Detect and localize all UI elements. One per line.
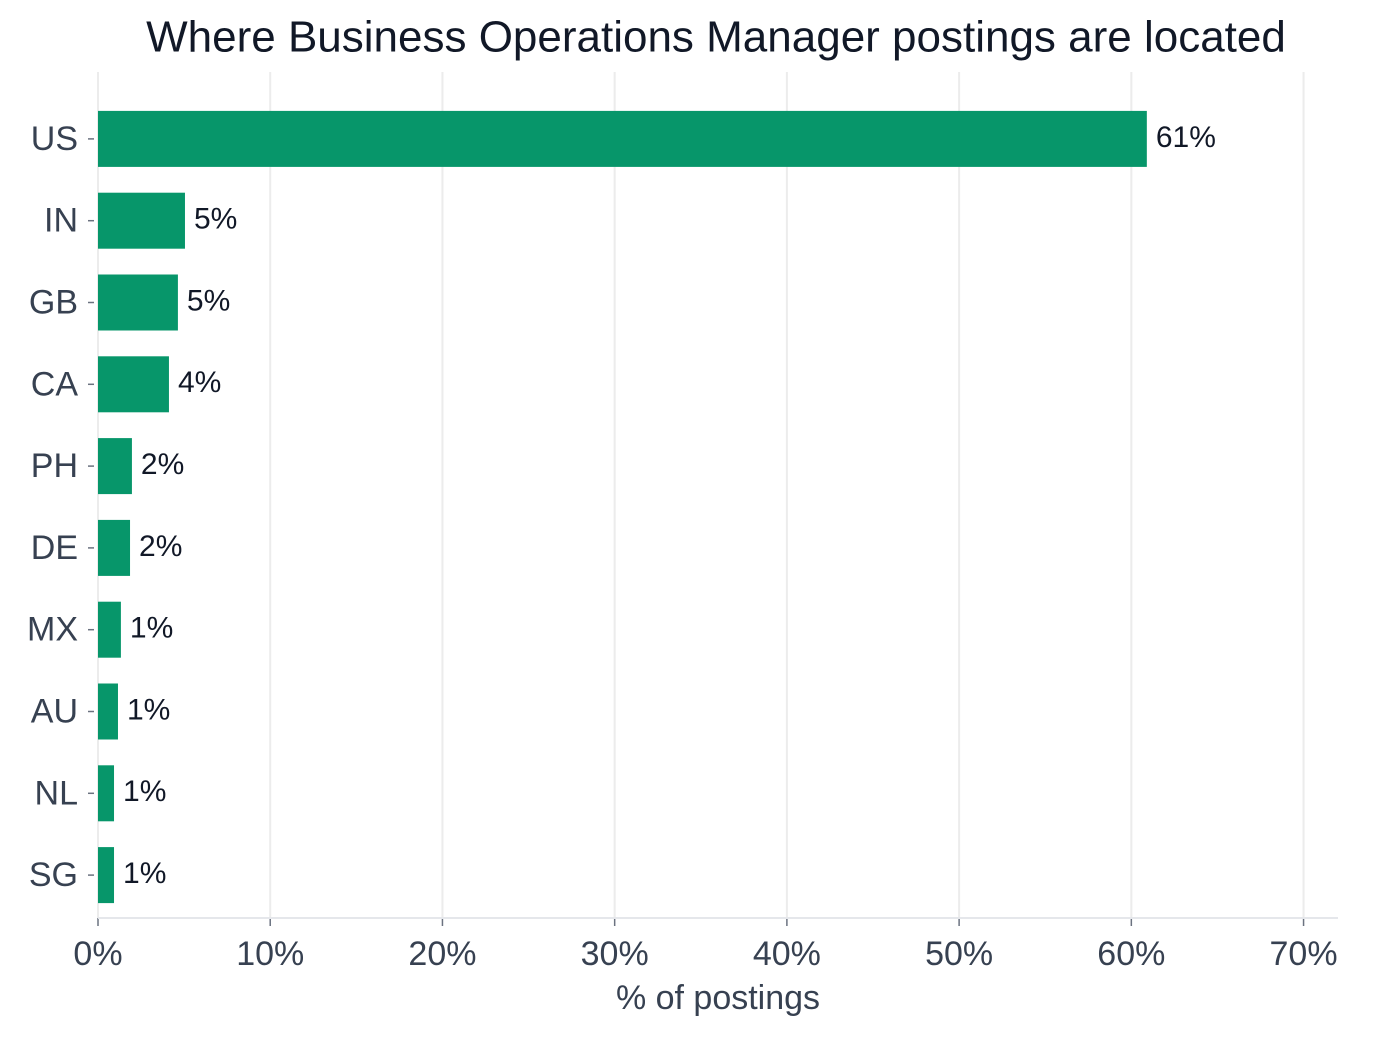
y-tick-label: GB xyxy=(29,283,78,321)
value-label: 2% xyxy=(139,530,182,563)
value-label: 1% xyxy=(123,775,166,808)
value-label: 1% xyxy=(123,857,166,890)
x-tick-label: 50% xyxy=(925,935,993,973)
y-tick-label: CA xyxy=(31,365,79,403)
y-tick-label: PH xyxy=(31,447,78,485)
bar xyxy=(98,601,121,658)
bar xyxy=(98,274,178,331)
x-tick-label: 30% xyxy=(581,935,649,973)
value-label: 2% xyxy=(141,448,184,481)
bar xyxy=(98,683,118,740)
value-label: 5% xyxy=(194,203,237,236)
x-tick-label: 70% xyxy=(1270,935,1338,973)
bar xyxy=(98,438,132,495)
x-tick-label: 0% xyxy=(73,935,122,973)
y-tick-label: NL xyxy=(35,774,78,812)
x-tick-label: 10% xyxy=(236,935,304,973)
value-label: 1% xyxy=(127,693,170,726)
y-tick-label: US xyxy=(31,120,78,158)
x-tick-label: 40% xyxy=(753,935,821,973)
bar xyxy=(98,110,1147,167)
y-tick-label: IN xyxy=(44,202,78,240)
bar xyxy=(98,847,115,904)
x-axis-label: % of postings xyxy=(616,979,820,1017)
value-label: 5% xyxy=(187,284,230,317)
value-label: 4% xyxy=(178,366,221,399)
y-tick-label: SG xyxy=(29,856,78,894)
bar xyxy=(98,519,131,576)
x-tick-label: 60% xyxy=(1097,935,1165,973)
x-tick-label: 20% xyxy=(408,935,476,973)
value-label: 61% xyxy=(1156,121,1216,154)
bar xyxy=(98,765,115,822)
y-tick-label: DE xyxy=(31,529,78,567)
y-tick-label: AU xyxy=(31,692,78,730)
bar xyxy=(98,192,185,249)
y-tick-label: MX xyxy=(27,611,78,649)
bar xyxy=(98,356,169,413)
chart-title: Where Business Operations Manager postin… xyxy=(146,13,1286,62)
value-label: 1% xyxy=(130,612,173,645)
